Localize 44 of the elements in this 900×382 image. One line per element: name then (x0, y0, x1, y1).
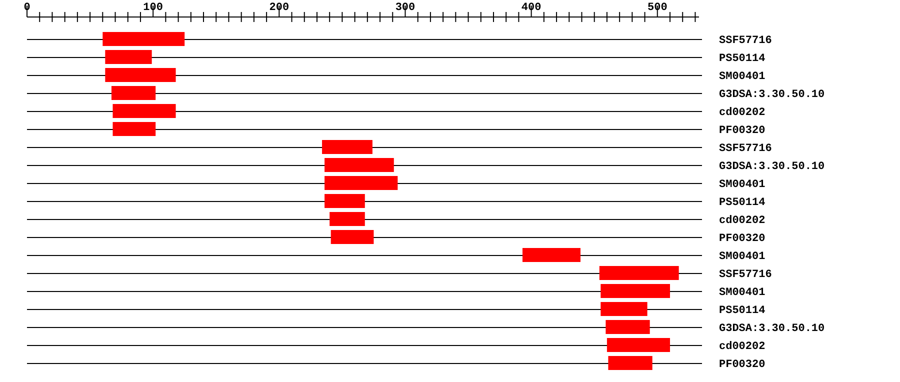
y-tick-label: SM00401 (719, 251, 766, 263)
bar (324, 194, 365, 208)
bar (111, 86, 156, 100)
y-tick-label: G3DSA:3.30.50.10 (719, 323, 825, 335)
x-tick-label: 0 (24, 2, 30, 14)
bar (330, 212, 365, 226)
y-tick-label: cd00202 (719, 341, 766, 353)
x-tick-label: 300 (395, 2, 416, 14)
bar (608, 356, 652, 370)
bar (102, 32, 185, 46)
x-tick-label: 500 (647, 2, 668, 14)
bar (600, 302, 648, 316)
y-tick-label: SSF57716 (719, 143, 772, 155)
y-tick-label: SM00401 (719, 287, 766, 299)
bar (324, 176, 398, 190)
bar (105, 68, 176, 82)
y-tick-label: G3DSA:3.30.50.10 (719, 89, 825, 101)
y-tick-label: PS50114 (719, 53, 766, 65)
x-tick-label: 100 (143, 2, 163, 14)
y-tick-label: SM00401 (719, 71, 766, 83)
y-tick-label: PS50114 (719, 197, 766, 209)
y-tick-label: PS50114 (719, 305, 766, 317)
x-tick-label: 400 (521, 2, 542, 14)
y-tick-label: SSF57716 (719, 35, 772, 47)
y-tick-label: PF00320 (719, 125, 766, 137)
bar (330, 230, 374, 244)
y-tick-label: G3DSA:3.30.50.10 (719, 161, 825, 173)
bar (606, 338, 670, 352)
bar (112, 104, 176, 118)
bar (322, 140, 372, 154)
y-tick-label: cd00202 (719, 215, 766, 227)
bar (105, 50, 152, 64)
y-tick-label: cd00202 (719, 107, 766, 119)
y-tick-label: PF00320 (719, 233, 766, 245)
bar (522, 248, 580, 262)
bar (606, 320, 650, 334)
y-tick-label: PF00320 (719, 359, 766, 371)
y-tick-label: SM00401 (719, 179, 766, 191)
bar (112, 122, 156, 136)
bar (324, 158, 394, 172)
bar (600, 284, 670, 298)
y-tick-label: SSF57716 (719, 269, 772, 281)
x-tick-label: 200 (269, 2, 290, 14)
bar (599, 266, 679, 280)
